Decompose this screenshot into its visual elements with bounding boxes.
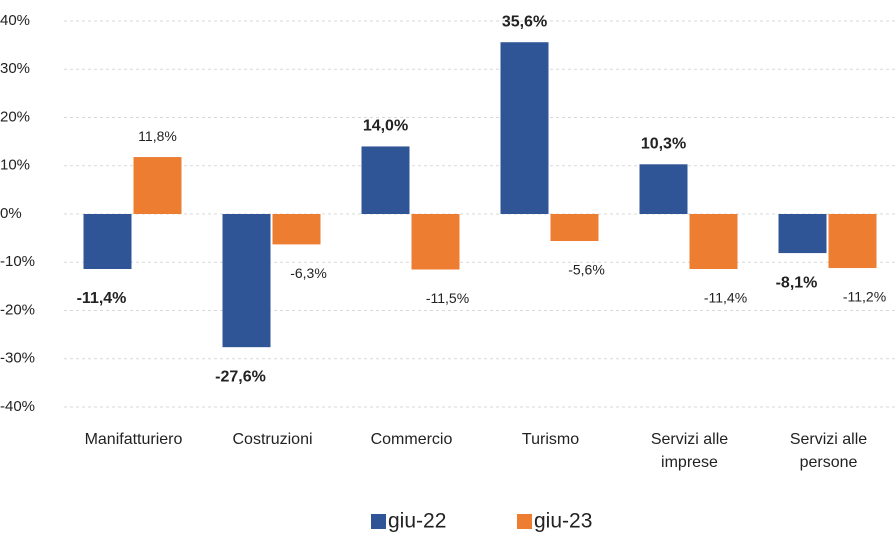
y-tick-label: 40% [0,12,30,29]
y-tick-label: -20% [0,301,35,318]
bar [411,214,460,270]
y-tick-label: -10% [0,253,35,270]
y-tick-label: 0% [0,205,22,222]
legend-swatch [517,514,532,529]
y-tick-label: 10% [0,157,30,174]
data-label: -11,5% [426,290,469,306]
bar [222,214,271,348]
bar [500,42,549,215]
y-tick-label: 20% [0,108,30,125]
data-label: -8,1% [776,274,818,291]
bar [133,157,182,214]
legend-label: giu-22 [388,510,446,533]
x-tick-label: Servizi alle imprese [650,431,729,471]
bar [639,164,688,214]
data-label: -11,4% [77,290,127,307]
x-tick-label: Manifatturiero [84,431,183,448]
data-label: -11,2% [843,289,886,305]
legend-label: giu-23 [534,510,592,533]
bar [361,146,410,214]
y-tick-label: 30% [0,60,30,77]
legend-swatch [371,514,386,529]
data-label: -6,3% [290,265,327,281]
data-label: 10,3% [641,136,686,153]
data-label: 11,8% [138,128,177,144]
x-tick-label: Turismo [521,431,580,448]
bar [689,214,738,270]
bar [550,214,599,242]
bar [272,214,321,245]
data-label: 35,6% [502,13,547,30]
data-label: -11,4% [704,290,747,306]
bar [828,214,877,269]
x-tick-label: Commercio [370,431,453,448]
data-label: -27,6% [215,368,266,385]
x-tick-label: Servizi alle persone [789,431,868,471]
x-tick-label: Costruzioni [232,431,313,448]
data-label: -5,6% [568,262,605,278]
y-tick-label: -40% [0,398,35,415]
bar [778,214,827,254]
y-tick-label: -30% [0,350,35,367]
data-label: 14,0% [363,118,408,135]
bar [83,214,132,270]
